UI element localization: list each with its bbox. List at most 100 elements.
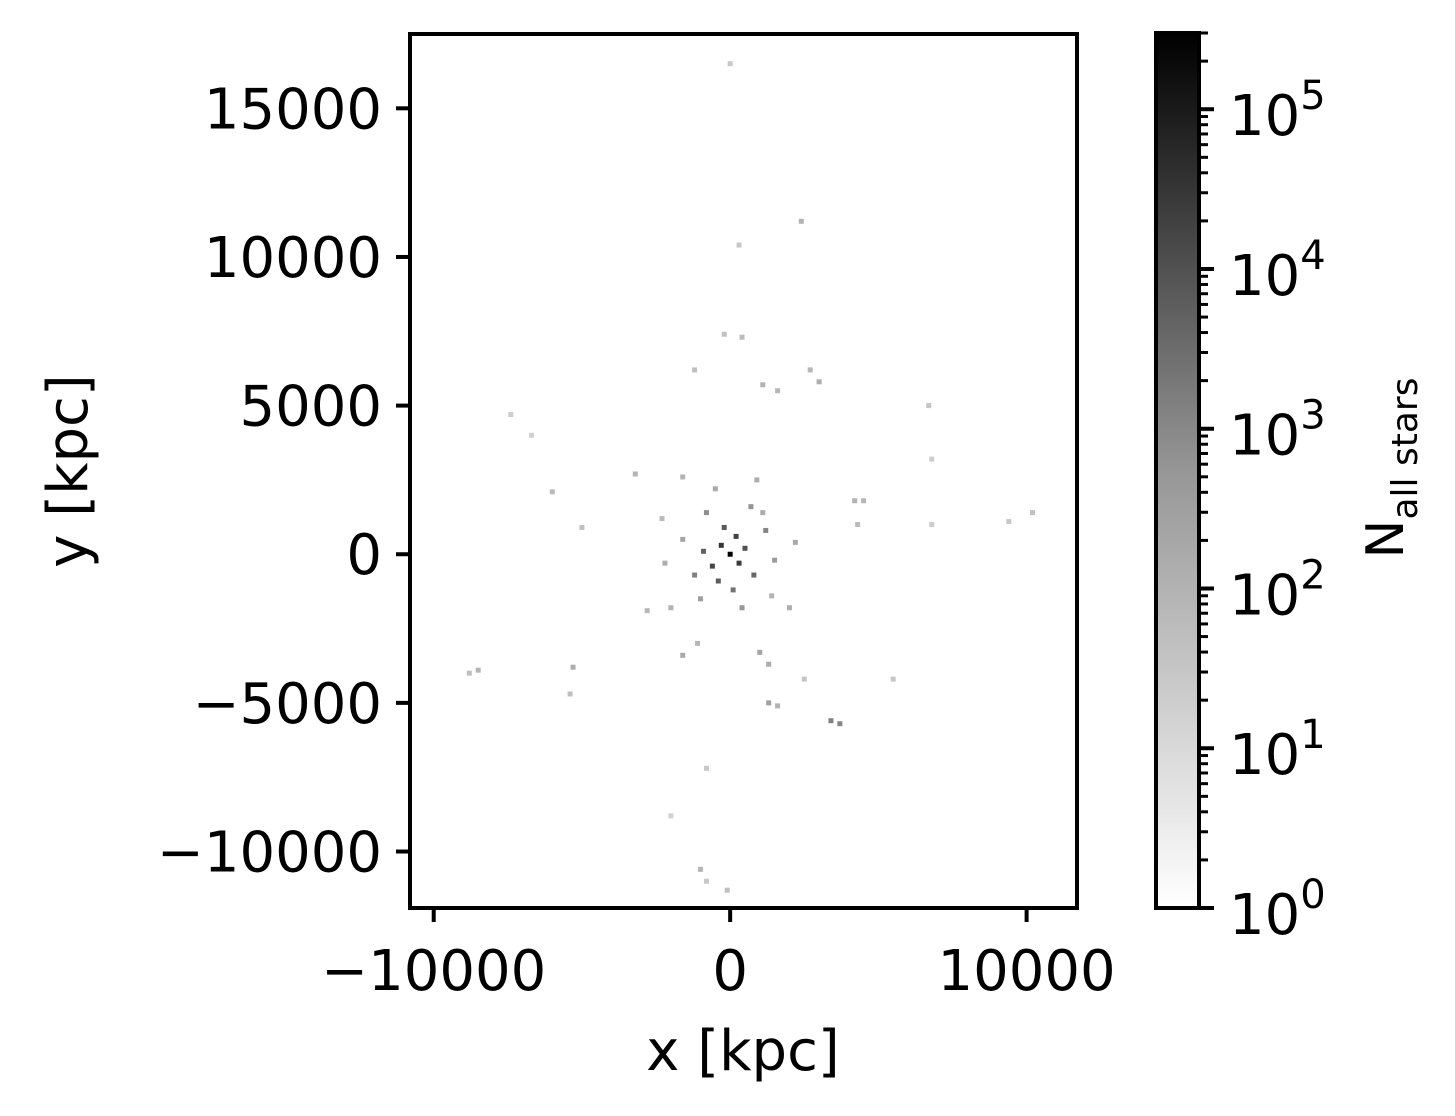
heatmap-cell (680, 536, 686, 542)
heatmap-cell (727, 551, 733, 557)
heatmap-cell (890, 676, 896, 682)
x-axis-ticks: −10000 0 10000 (321, 908, 1116, 1004)
heatmap-cell (748, 504, 754, 510)
heatmap-cell (766, 661, 772, 667)
x-tick-label: 0 (712, 939, 748, 1004)
colorbar (1156, 33, 1199, 908)
heatmap-cell (733, 533, 739, 539)
heatmap-cell (929, 522, 935, 528)
y-tick-label: 5000 (239, 375, 382, 440)
heatmap-cell (763, 527, 769, 533)
x-tick-label: 10000 (938, 939, 1116, 1004)
heatmap-cell (754, 477, 760, 483)
heatmap-cell (680, 652, 686, 658)
heatmap-cell (727, 61, 733, 67)
heatmap-cell (632, 471, 638, 477)
heatmap-cell (508, 412, 514, 418)
heatmap-cell (709, 563, 715, 569)
heatmap-cell (570, 664, 576, 670)
heatmap-cell (659, 516, 665, 522)
colorbar-tick-label: 100 (1229, 872, 1326, 948)
heatmap-cell (703, 510, 709, 516)
heatmap-cell (861, 498, 867, 504)
heatmap-cell (715, 578, 721, 584)
heatmap-cell (739, 605, 745, 611)
heatmap-cell (786, 605, 792, 611)
y-axis-ticks: −10000 −5000 0 5000 10000 15000 (157, 77, 410, 886)
heatmap-cell (828, 718, 834, 724)
heatmap-cell (721, 524, 727, 530)
colorbar-tick-label: 104 (1229, 233, 1326, 309)
colorbar-tick-label: 102 (1229, 552, 1326, 628)
heatmap-cell (475, 667, 481, 673)
heatmap-cell (466, 670, 472, 676)
colorbar-tick-label: 101 (1229, 712, 1326, 788)
heatmap-cell (567, 691, 573, 697)
heatmap-cell (703, 878, 709, 884)
plot-frame (408, 32, 1079, 910)
colorbar-tick-base: 10 (1229, 563, 1300, 628)
colorbar-tick-exponent: 4 (1300, 233, 1325, 279)
heatmap-cell (775, 703, 781, 709)
y-tick-label: −10000 (157, 821, 382, 886)
colorbar-tick-exponent: 5 (1300, 73, 1325, 119)
heatmap-cell (724, 887, 730, 893)
heatmap-cell (807, 367, 813, 373)
colorbar-frame (1154, 31, 1201, 910)
heatmap-cell (798, 218, 804, 224)
colorbar-label-main: N (1356, 520, 1416, 559)
heatmap-cell (700, 548, 706, 554)
heatmap-cell (698, 596, 704, 602)
colorbar-tick-exponent: 0 (1300, 872, 1325, 918)
heatmap-cell (695, 640, 701, 646)
colorbar-tick-exponent: 2 (1300, 552, 1325, 598)
heatmap-cell (742, 545, 748, 551)
heatmap-cell (837, 721, 843, 727)
colorbar-tick-exponent: 3 (1300, 393, 1325, 439)
heatmap-cell (579, 524, 585, 530)
heatmap-cell (760, 510, 766, 516)
heatmap-cell (760, 382, 766, 388)
heatmap-cell (929, 456, 935, 462)
colorbar-tick-base: 10 (1229, 723, 1300, 788)
y-tick-label: 0 (346, 523, 382, 588)
x-tick-label: −10000 (321, 939, 546, 1004)
heatmap-cell (1006, 519, 1012, 525)
heatmap-cell (721, 331, 727, 337)
heatmap-cell (751, 572, 757, 578)
heatmap-cell (739, 334, 745, 340)
heatmap-cell (775, 388, 781, 394)
heatmap-cell (662, 560, 668, 566)
heatmap-cell (692, 572, 698, 578)
heatmap-cell (692, 367, 698, 373)
heatmap-cell (668, 813, 674, 819)
y-tick-label: −5000 (193, 672, 382, 737)
heatmap-cell (730, 587, 736, 593)
colorbar-label-sub: all stars (1385, 378, 1426, 520)
heatmap-cells (466, 61, 1036, 893)
heatmap-cell (549, 489, 555, 495)
colorbar-tick-label: 105 (1229, 73, 1326, 149)
colorbar-tick-base: 10 (1229, 244, 1300, 309)
heatmap-cell (816, 379, 822, 385)
colorbar-label: Nall stars (1356, 378, 1426, 559)
heatmap-cell (680, 474, 686, 480)
colorbar-tick-base: 10 (1229, 404, 1300, 469)
x-axis-label: x [kpc] (646, 1019, 839, 1084)
heatmap-cell (668, 605, 674, 611)
heatmap-cell (736, 242, 742, 248)
heatmap-cell (801, 676, 807, 682)
heatmap-cell (718, 542, 724, 548)
heatmap-cell (769, 593, 775, 599)
heatmap-cell (712, 486, 718, 492)
colorbar-tick-exponent: 1 (1300, 712, 1325, 758)
heatmap-cell (792, 539, 798, 545)
heatmap-cell (766, 700, 772, 706)
heatmap-cell (703, 765, 709, 771)
colorbar-tick-label: 103 (1229, 393, 1326, 469)
colorbar-tick-base: 10 (1229, 883, 1300, 948)
heatmap-cell (1030, 510, 1036, 516)
heatmap-cell (698, 866, 704, 872)
heatmap-cell (926, 403, 932, 409)
